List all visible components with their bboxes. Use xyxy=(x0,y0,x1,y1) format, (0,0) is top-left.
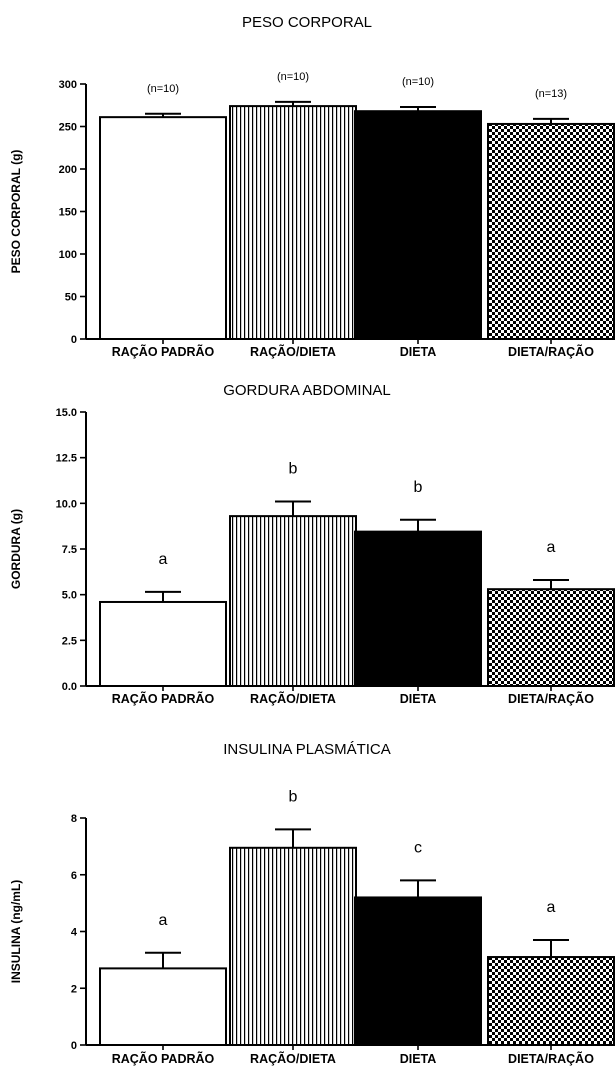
y-tick-label: 100 xyxy=(59,249,77,261)
bar-annotation: a xyxy=(159,912,168,929)
y-axis-label: PESO CORPORAL (g) xyxy=(9,150,23,274)
y-tick-label: 200 xyxy=(59,164,77,176)
x-tick-label: DIETA xyxy=(400,345,437,359)
bar-annotation: b xyxy=(414,479,423,496)
x-tick-label: DIETA/RAÇÃO xyxy=(508,344,594,359)
x-tick-label: RAÇÃO PADRÃO xyxy=(112,1051,215,1066)
bar-annotation: c xyxy=(414,839,422,856)
chart-title: PESO CORPORAL xyxy=(242,14,372,31)
bar-annotation: (n=10) xyxy=(277,71,309,83)
y-tick-label: 300 xyxy=(59,79,77,91)
bar xyxy=(99,600,227,687)
y-tick-label: 4 xyxy=(71,927,78,939)
y-tick-label: 0 xyxy=(71,1040,77,1052)
y-tick-label: 2 xyxy=(71,983,77,995)
x-tick-label: RAÇÃO PADRÃO xyxy=(112,344,215,359)
bar-annotation: (n=10) xyxy=(402,76,434,88)
y-tick-label: 150 xyxy=(59,207,77,219)
y-tick-label: 8 xyxy=(71,813,77,825)
x-tick-label: DIETA xyxy=(400,1052,437,1066)
bar xyxy=(99,967,227,1047)
chart-panel-3: INSULINA PLASMÁTICA INSULINA (ng/mL) 0 2 4 6 8… xyxy=(9,741,615,1066)
bar xyxy=(229,846,357,1047)
bar xyxy=(99,116,227,341)
y-tick-label: 5.0 xyxy=(62,590,77,602)
y-tick-label: 0 xyxy=(71,334,77,346)
bar-annotation: (n=10) xyxy=(147,83,179,95)
y-tick-label: 250 xyxy=(59,122,77,134)
bar-annotation: b xyxy=(289,461,298,478)
bar xyxy=(229,515,357,687)
y-tick-label: 0.0 xyxy=(62,681,77,693)
bar-annotation: a xyxy=(159,551,168,568)
bar xyxy=(354,896,482,1047)
x-tick-label: RAÇÃO PADRÃO xyxy=(112,691,215,706)
x-tick-label: RAÇÃO/DIETA xyxy=(250,1051,336,1066)
y-axis-label: GORDURA (g) xyxy=(9,509,23,589)
chart-panel-2: GORDURA ABDOMINAL GORDURA (g) 0.0 2.5 5.0 7.5… xyxy=(9,382,615,706)
x-tick-label: DIETA/RAÇÃO xyxy=(508,691,594,706)
x-tick-label: RAÇÃO/DIETA xyxy=(250,344,336,359)
chart-title: GORDURA ABDOMINAL xyxy=(223,382,391,399)
bar-annotation: b xyxy=(289,788,298,805)
bar-annotation: (n=13) xyxy=(535,88,567,100)
bar-annotation: a xyxy=(547,899,556,916)
chart-panel-1: PESO CORPORAL PESO CORPORAL (g) 0 50 100 150 2… xyxy=(9,14,615,359)
bar xyxy=(229,105,357,340)
bar xyxy=(354,110,482,340)
y-tick-label: 7.5 xyxy=(62,544,77,556)
bar xyxy=(487,956,615,1046)
chart-title: INSULINA PLASMÁTICA xyxy=(223,741,391,758)
bar-annotation: a xyxy=(547,539,556,556)
x-tick-label: RAÇÃO/DIETA xyxy=(250,691,336,706)
y-tick-label: 10.0 xyxy=(56,498,77,510)
y-tick-label: 15.0 xyxy=(56,407,77,419)
y-tick-label: 6 xyxy=(71,870,77,882)
y-tick-label: 2.5 xyxy=(62,635,77,647)
bar xyxy=(487,588,615,687)
x-tick-label: DIETA/RAÇÃO xyxy=(508,1051,594,1066)
bar xyxy=(487,122,615,340)
x-tick-label: DIETA xyxy=(400,692,437,706)
y-tick-label: 12.5 xyxy=(56,453,77,465)
bar xyxy=(354,530,482,687)
y-tick-label: 50 xyxy=(65,292,77,304)
y-axis-label: INSULINA (ng/mL) xyxy=(9,880,23,984)
